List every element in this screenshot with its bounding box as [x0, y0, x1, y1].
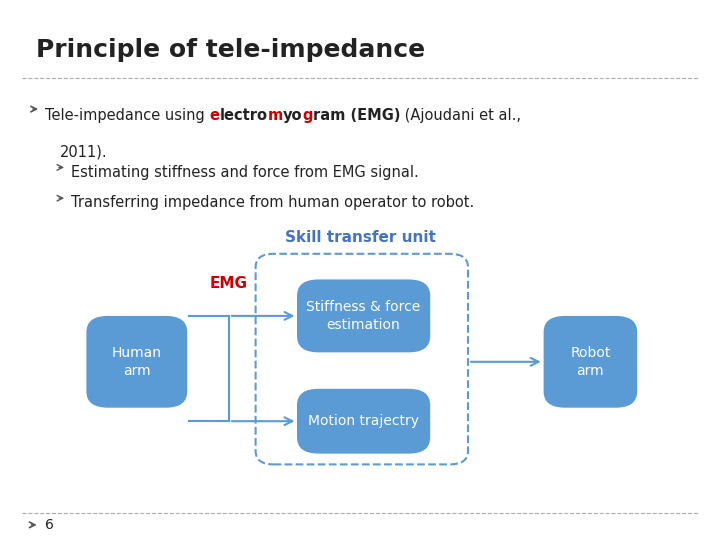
Text: (Ajoudani et al.,: (Ajoudani et al., [400, 108, 521, 123]
Text: lectro: lectro [220, 108, 268, 123]
Text: Tele-impedance using: Tele-impedance using [45, 108, 210, 123]
Text: Transferring impedance from human operator to robot.: Transferring impedance from human operat… [71, 195, 474, 211]
FancyBboxPatch shape [86, 316, 187, 408]
FancyBboxPatch shape [544, 316, 637, 408]
Text: 2011).: 2011). [60, 144, 107, 159]
Text: Robot
arm: Robot arm [570, 346, 611, 378]
FancyBboxPatch shape [297, 280, 430, 353]
Text: e: e [210, 108, 220, 123]
Text: Motion trajectry: Motion trajectry [308, 414, 419, 428]
Text: Human
arm: Human arm [112, 346, 162, 378]
Text: m: m [268, 108, 283, 123]
Text: 6: 6 [45, 518, 53, 532]
Text: Stiffness & force
estimation: Stiffness & force estimation [307, 300, 420, 332]
Text: Principle of tele-impedance: Principle of tele-impedance [36, 38, 425, 62]
Text: Skill transfer unit: Skill transfer unit [284, 230, 436, 245]
FancyBboxPatch shape [297, 389, 430, 454]
Text: EMG: EMG [210, 276, 248, 291]
Text: yo: yo [283, 108, 302, 123]
Text: ram (EMG): ram (EMG) [313, 108, 400, 123]
Text: g: g [302, 108, 313, 123]
Text: Estimating stiffness and force from EMG signal.: Estimating stiffness and force from EMG … [71, 165, 419, 180]
